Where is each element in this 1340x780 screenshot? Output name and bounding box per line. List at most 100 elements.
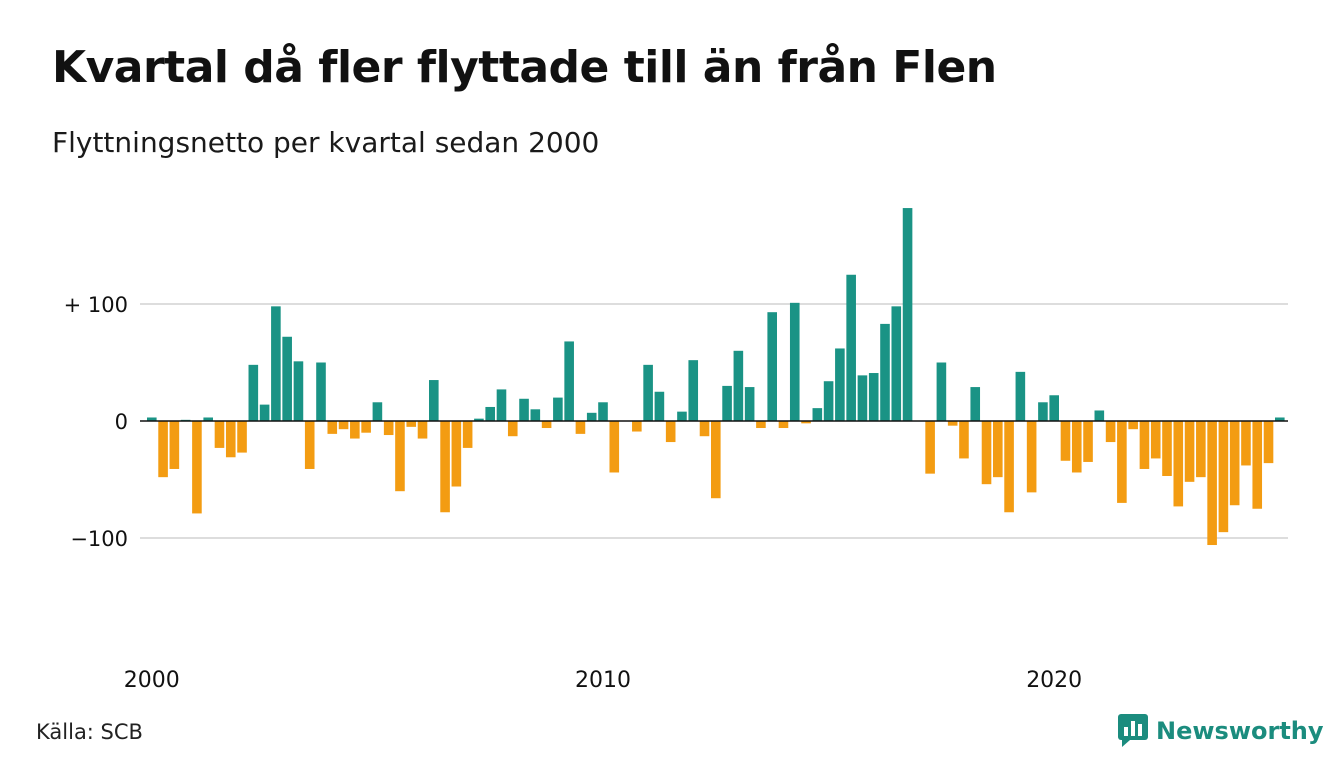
bar: [722, 385, 732, 421]
bar: [812, 408, 823, 421]
bar: [744, 387, 755, 421]
bar: [1128, 421, 1138, 430]
bar: [553, 397, 563, 421]
bar: [632, 421, 642, 432]
bar: [282, 336, 292, 421]
bar: [440, 421, 450, 513]
bar: [1015, 371, 1026, 421]
bars: [147, 208, 1285, 546]
bar: [327, 421, 338, 434]
chart-title: Kvartal då fler flyttade till än från Fl…: [52, 42, 997, 93]
bar: [643, 364, 653, 421]
bar: [654, 391, 665, 421]
bar: [507, 421, 518, 437]
bar: [316, 362, 326, 421]
bar: [846, 274, 856, 421]
bar: [756, 421, 766, 429]
bar: [417, 421, 428, 439]
bar: [496, 389, 507, 421]
bar: [147, 417, 157, 421]
bar: [575, 421, 586, 434]
bar: [237, 421, 247, 453]
bar: [677, 411, 687, 421]
bar: [541, 421, 552, 429]
bar: [1105, 421, 1116, 443]
bar: [688, 360, 699, 421]
bar: [395, 421, 405, 492]
bar: [868, 373, 879, 421]
bar: [406, 421, 417, 427]
bar: [304, 421, 315, 469]
x-tick-label: 2010: [575, 668, 631, 693]
bar: [981, 421, 992, 485]
bar: [192, 421, 202, 514]
bar: [1207, 421, 1217, 546]
bar: [383, 421, 394, 436]
bar: [959, 421, 969, 459]
bar: [1038, 402, 1048, 421]
bar: [778, 421, 789, 429]
bar: [429, 380, 439, 421]
bar: [203, 417, 213, 421]
bar: [1139, 421, 1150, 469]
bar: [1252, 421, 1263, 509]
bar: [970, 387, 981, 421]
bar: [1196, 421, 1206, 478]
axes: + 100 0 −100 2000 2010 2020: [64, 293, 1288, 693]
bar: [1162, 421, 1172, 476]
bar: [372, 402, 383, 421]
bar: [1229, 421, 1240, 506]
bar: [350, 421, 360, 439]
bar: [564, 341, 574, 421]
bar: [225, 421, 236, 458]
bar: [835, 348, 845, 421]
bar: [1071, 421, 1082, 473]
bar: [1026, 421, 1037, 493]
bar: [1049, 395, 1059, 421]
bar: [857, 375, 868, 421]
chart-subtitle: Flyttningsnetto per kvartal sedan 2000: [52, 126, 600, 159]
bar: [169, 421, 180, 469]
bar: [891, 306, 902, 421]
x-tick-label: 2000: [124, 668, 180, 693]
bar: [485, 406, 495, 421]
bar: [609, 421, 620, 473]
bar: [936, 362, 947, 421]
bar: [1083, 421, 1093, 462]
bar: [823, 381, 834, 421]
y-tick-label: −100: [70, 527, 128, 551]
bar: [880, 323, 890, 421]
bar: [993, 421, 1003, 478]
bar: [767, 312, 777, 421]
bar: [474, 418, 484, 421]
y-tick-label: 0: [115, 410, 128, 434]
bar: [1060, 421, 1071, 461]
bar: [1004, 421, 1014, 513]
grid-lines: [140, 303, 1288, 539]
source-note: Källa: SCB: [36, 720, 143, 744]
bar: [586, 412, 597, 421]
bar: [902, 208, 913, 421]
bar: [451, 421, 462, 487]
y-tick-label: + 100: [64, 293, 128, 317]
bar: [1218, 421, 1229, 533]
bar: [1184, 421, 1195, 482]
newsworthy-logo-icon: [1118, 714, 1148, 747]
bar: [1241, 421, 1251, 466]
bar: [711, 421, 721, 499]
bar: [733, 350, 744, 421]
newsworthy-logo: Newsworthy: [1118, 714, 1324, 748]
bar: [1173, 421, 1184, 507]
bar: [789, 302, 800, 421]
bar: [699, 421, 710, 437]
bar: [1275, 417, 1285, 421]
bar: [1150, 421, 1161, 459]
bar: [801, 421, 811, 424]
bar: [1117, 421, 1127, 503]
bar: [462, 421, 473, 448]
bar: [259, 404, 270, 421]
bar: [248, 364, 259, 421]
bar: [214, 421, 225, 448]
x-tick-label: 2020: [1026, 668, 1082, 693]
